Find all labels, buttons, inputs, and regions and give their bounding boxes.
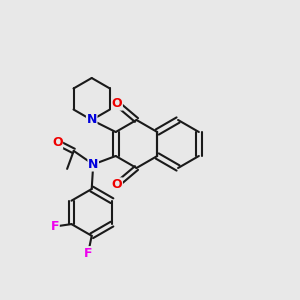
Text: O: O <box>112 178 122 191</box>
Text: O: O <box>52 136 62 149</box>
Text: N: N <box>86 113 97 127</box>
Text: F: F <box>51 220 59 233</box>
Text: O: O <box>112 97 122 110</box>
Text: N: N <box>88 158 98 171</box>
Text: F: F <box>84 247 92 260</box>
